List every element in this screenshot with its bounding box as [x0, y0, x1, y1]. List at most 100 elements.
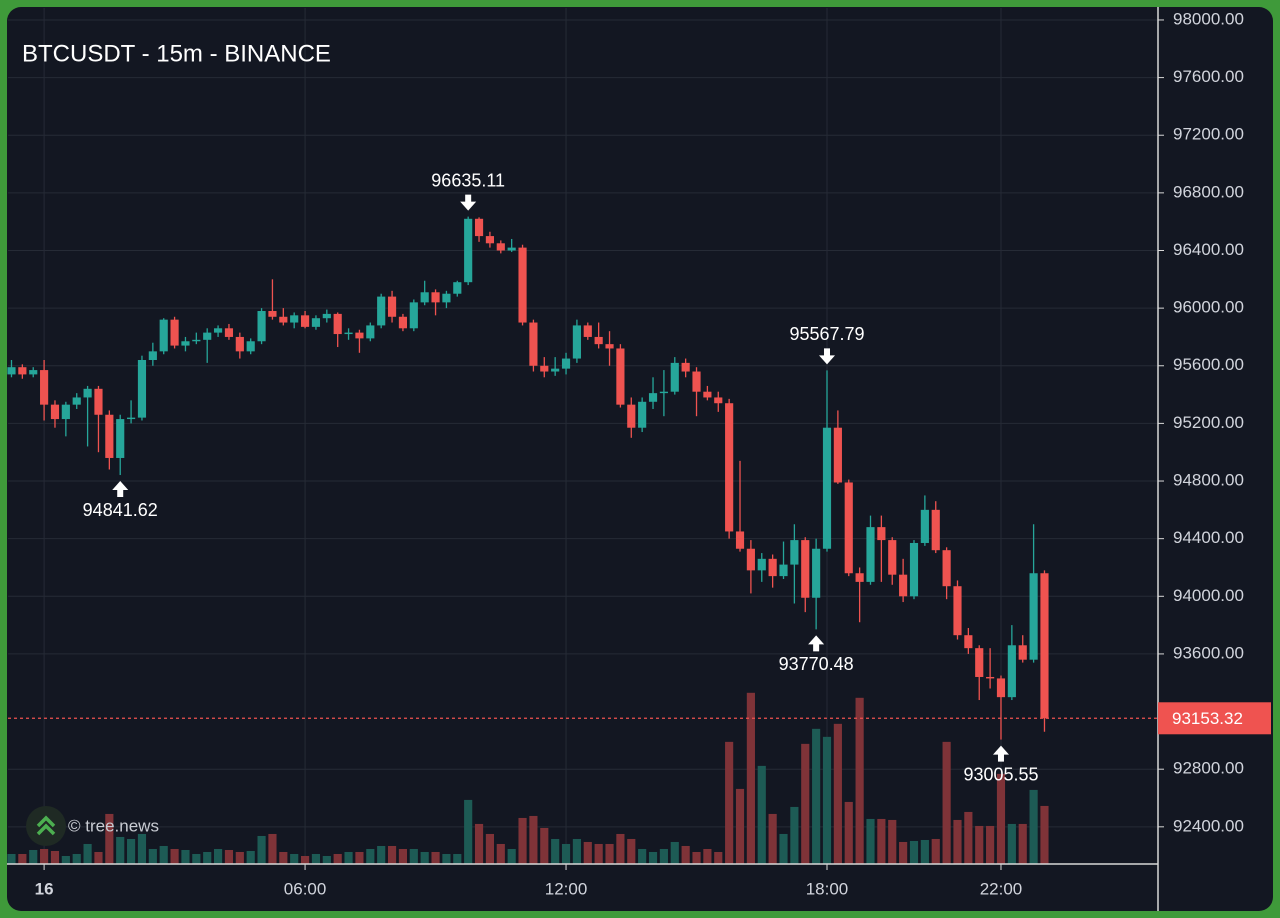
volume-bar: [964, 811, 973, 864]
volume-bar: [322, 855, 331, 864]
volume-bar: [235, 851, 244, 864]
candle-body: [105, 414, 114, 458]
candle-body: [877, 527, 886, 541]
arrow-up: [992, 745, 1009, 762]
candle-body: [888, 540, 897, 575]
candle-body: [50, 404, 60, 420]
volume-bar: [496, 843, 505, 864]
volume-bar: [518, 817, 527, 864]
candle-body: [909, 542, 919, 597]
candle-body: [996, 678, 1006, 698]
volume-bar: [605, 843, 614, 864]
volume-bar: [888, 819, 897, 864]
candle-body: [203, 332, 212, 340]
y-tick-label: 94000.00: [1173, 586, 1244, 605]
arrow-down: [460, 194, 477, 211]
volume-bar: [485, 833, 494, 864]
candle-body: [572, 325, 581, 359]
high-label: 95567.79: [789, 324, 864, 344]
volume-bar: [464, 799, 473, 864]
arrow-up: [112, 481, 129, 498]
y-tick-label: 96400.00: [1173, 240, 1244, 259]
candle-body: [790, 540, 799, 565]
volume-bar: [866, 818, 875, 864]
candle-body: [311, 318, 321, 327]
candle-body: [18, 367, 27, 375]
candle-body: [931, 509, 940, 551]
candle-body: [822, 427, 832, 549]
candle-body: [1029, 573, 1038, 660]
low-label: 93770.48: [779, 654, 854, 674]
candle-body: [616, 348, 625, 405]
volume-bar: [1018, 823, 1027, 864]
volume-bar: [333, 853, 342, 864]
volume-bar: [757, 765, 766, 864]
volume-bar: [94, 851, 103, 864]
volume-bar: [746, 692, 755, 864]
candle-body: [40, 370, 49, 405]
volume-bar: [431, 851, 440, 864]
candle-body: [648, 393, 658, 402]
candle-body: [540, 365, 549, 372]
candle-body: [746, 548, 755, 571]
volume-bar: [931, 838, 940, 864]
volume-bar: [355, 851, 364, 864]
volume-bar: [442, 853, 451, 864]
candle-body: [485, 236, 494, 244]
y-tick-label: 95600.00: [1173, 355, 1244, 374]
candle-body: [844, 482, 853, 574]
volume-bar: [529, 815, 538, 864]
candle-body: [333, 313, 342, 335]
candle-body: [268, 311, 277, 317]
volume-bar: [268, 833, 277, 864]
candle-body: [246, 341, 255, 352]
volume-bar: [1040, 805, 1049, 864]
volume-bar: [203, 851, 212, 864]
candle-body: [235, 336, 244, 352]
candle-body: [344, 332, 353, 335]
volume-bar: [638, 848, 647, 864]
high-label: 96635.11: [431, 170, 505, 190]
watermark: © tree.news: [26, 806, 159, 846]
candle-body: [681, 362, 690, 372]
volume-bar: [561, 843, 571, 864]
candle-body: [812, 548, 821, 598]
volume-bar: [899, 841, 908, 864]
last-price-box: [1158, 702, 1271, 735]
candle-body: [420, 292, 429, 303]
volume-bar: [409, 848, 418, 864]
candle-body: [855, 573, 864, 582]
volume-bar: [844, 801, 853, 864]
y-tick-label: 96000.00: [1173, 298, 1244, 317]
volume-bar: [192, 853, 201, 864]
volume-bar: [920, 839, 929, 864]
candle-body: [583, 325, 592, 337]
volume-bar: [583, 841, 592, 864]
candle-body: [899, 574, 908, 597]
candle-body: [83, 388, 92, 398]
candle-body: [659, 391, 668, 394]
volume-bar: [257, 835, 266, 864]
volume-bar: [822, 736, 832, 864]
candle-body: [866, 527, 875, 582]
volume-bar: [779, 833, 788, 864]
candle-body: [214, 328, 223, 333]
x-tick-label: 12:00: [545, 879, 588, 898]
candle-body: [920, 509, 929, 543]
low-label: 93005.55: [963, 764, 1038, 784]
volume-bar: [801, 743, 810, 864]
candle-body: [355, 332, 364, 339]
candle-body: [833, 427, 842, 483]
x-tick-label: 06:00: [284, 879, 327, 898]
volume-bar: [72, 853, 81, 864]
volume-bar: [594, 843, 603, 864]
y-tick-label: 92800.00: [1173, 759, 1244, 778]
volume-bar: [105, 813, 114, 864]
volume-bar: [659, 848, 668, 864]
volume-bar: [877, 818, 886, 864]
candle-body: [986, 676, 995, 679]
volume-bar: [453, 853, 462, 864]
volume-bar: [29, 849, 38, 864]
